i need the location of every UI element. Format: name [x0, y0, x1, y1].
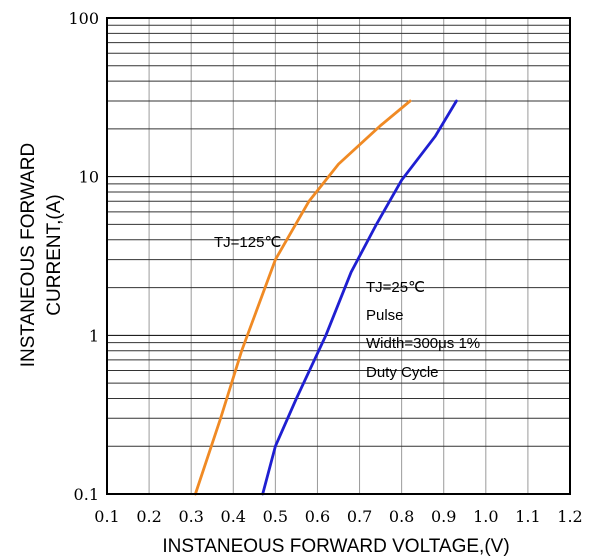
x-tick-label-2: 0.3 — [178, 507, 203, 526]
y-axis-title-line-2: CURRENT,(A) — [44, 194, 65, 315]
annotation-tj25-line-3: Width=300μs 1% — [366, 335, 480, 352]
x-tick-label-3: 0.4 — [221, 507, 246, 526]
series-tj125-line — [194, 99, 412, 496]
y-tick-label-0: 0.1 — [74, 485, 99, 504]
annotation-tj25-line-4: Duty Cycle — [366, 364, 439, 381]
x-tick-label-0: 0.1 — [94, 507, 119, 526]
series-tj25-line — [261, 99, 458, 496]
x-axis-title: INSTANEOUS FORWARD VOLTAGE,(V) — [162, 536, 509, 557]
x-tick-label-5: 0.6 — [305, 507, 330, 526]
x-tick-label-8: 0.9 — [431, 507, 456, 526]
annotation-tj125: TJ=125℃ — [214, 234, 281, 251]
annotation-tj25-line-1: TJ=25℃ — [366, 279, 425, 296]
x-tick-label-11: 1.2 — [557, 507, 582, 526]
y-tick-label-2: 10 — [79, 168, 99, 187]
x-tick-label-4: 0.5 — [263, 507, 288, 526]
annotation-layer: TJ=125℃ TJ=25℃ Pulse Width=300μs 1% Duty… — [214, 234, 480, 381]
x-tick-label-9: 1.0 — [473, 507, 498, 526]
grid-layer — [106, 18, 571, 495]
x-tick-label-10: 1.1 — [515, 507, 540, 526]
plot-frame — [106, 17, 571, 495]
annotation-tj25-line-2: Pulse — [366, 307, 404, 324]
x-tick-label-7: 0.8 — [389, 507, 414, 526]
tick-layer: 0.1 0.2 0.3 0.4 0.5 0.6 0.7 0.8 0.9 1.0 1.1 1.2 0.1 1… — [68, 9, 582, 526]
series-layer — [194, 99, 458, 496]
x-tick-label-1: 0.2 — [136, 507, 161, 526]
y-tick-label-3: 100 — [68, 9, 99, 28]
y-axis-title-line-1: INSTANEOUS FORWARD — [18, 143, 39, 368]
y-tick-label-1: 1 — [89, 326, 99, 345]
x-tick-label-6: 0.7 — [347, 507, 372, 526]
